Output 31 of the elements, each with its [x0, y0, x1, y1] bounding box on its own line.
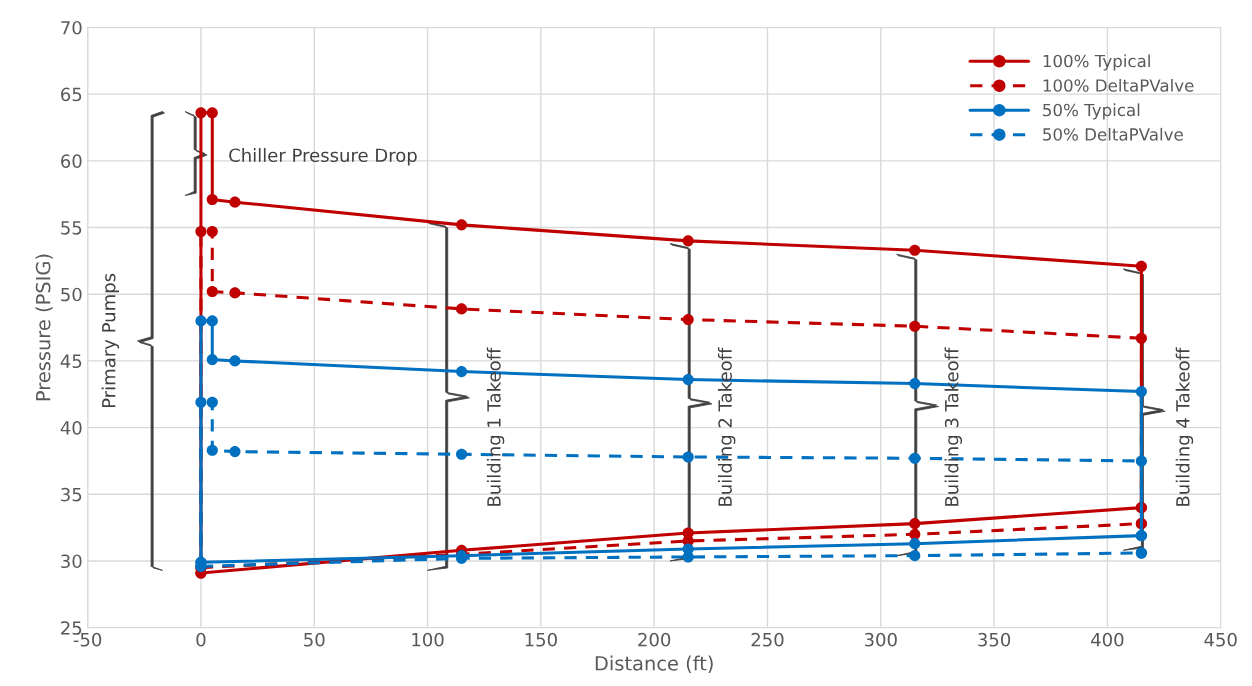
y-tick-label: 30: [61, 554, 82, 569]
x-tick-label: 50: [304, 632, 325, 647]
y-tick-label: 45: [60, 354, 82, 369]
y-tick-label: 55: [61, 221, 82, 235]
legend-label: 50% DeltaPValve: [1043, 127, 1183, 141]
y-tick-label: 70: [61, 20, 82, 35]
x-tick-label: 350: [978, 632, 1011, 647]
y-tick-label: 50: [61, 287, 82, 302]
x-tick-label: 450: [1204, 632, 1237, 647]
legend-label: 50% Typical: [1043, 103, 1140, 120]
x-axis-title: Distance (ft): [595, 655, 713, 673]
y-tick-label: 65: [61, 87, 82, 102]
y-tick-label: 40: [60, 421, 82, 435]
annotation: Building 1 Takeoff: [486, 347, 505, 506]
annotation: Building 2 Takeoff: [717, 347, 736, 506]
x-tick-label: 300: [864, 632, 897, 647]
x-tick-label: 400: [1091, 632, 1124, 647]
annotation: Primary Pumps: [101, 273, 120, 408]
legend-label: 100% Typical: [1043, 54, 1150, 71]
y-tick-label: 35: [61, 487, 82, 502]
annotation: Chiller Pressure Drop: [229, 148, 417, 166]
x-tick-label: 250: [751, 632, 784, 647]
legend-label: 100% DeltaPValve: [1043, 78, 1194, 92]
x-tick-label: 150: [525, 632, 557, 647]
annotation: Building 3 Takeoff: [944, 347, 963, 506]
annotation: Building 4 Takeoff: [1175, 347, 1194, 506]
y-axis-title: Pressure (PSIG): [35, 254, 53, 401]
x-tick-label: 200: [638, 632, 671, 647]
x-tick-label: 100: [412, 632, 444, 647]
x-tick-label: 0: [196, 632, 206, 647]
y-tick-label: 60: [61, 154, 82, 168]
